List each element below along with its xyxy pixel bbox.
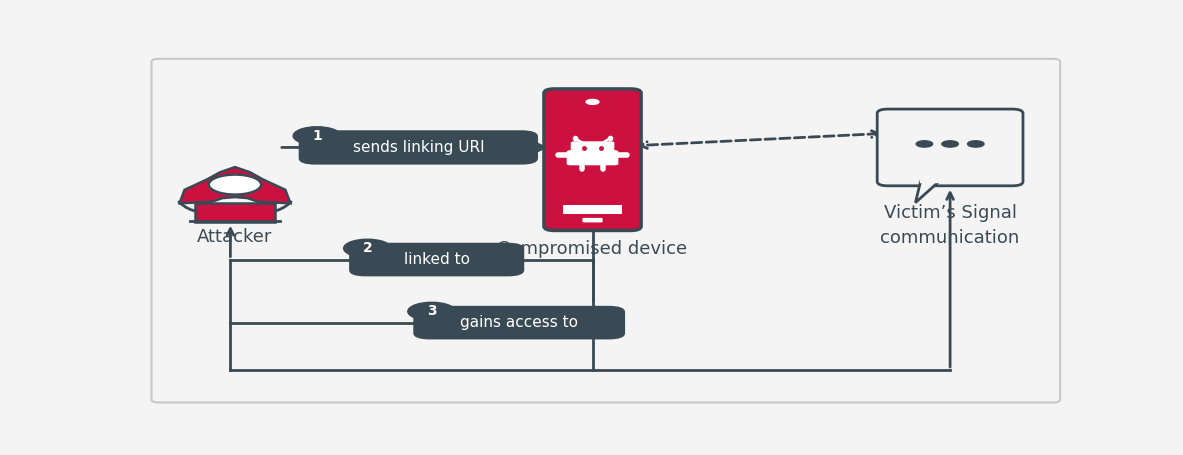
Circle shape	[343, 239, 392, 258]
Text: Attacker: Attacker	[198, 228, 272, 246]
Text: Compromised device: Compromised device	[498, 240, 687, 258]
Circle shape	[942, 141, 958, 147]
Circle shape	[968, 141, 984, 147]
Text: 3: 3	[427, 304, 437, 318]
Text: Victim’s Signal
communication: Victim’s Signal communication	[880, 204, 1020, 248]
Circle shape	[293, 127, 341, 145]
Circle shape	[586, 100, 599, 104]
Polygon shape	[180, 167, 291, 203]
FancyBboxPatch shape	[544, 89, 641, 231]
Circle shape	[408, 302, 455, 320]
FancyBboxPatch shape	[349, 243, 524, 276]
Circle shape	[916, 141, 932, 147]
FancyBboxPatch shape	[582, 218, 602, 222]
Text: gains access to: gains access to	[460, 315, 578, 330]
FancyBboxPatch shape	[298, 130, 538, 165]
Polygon shape	[916, 182, 939, 202]
FancyBboxPatch shape	[567, 150, 619, 165]
Text: sends linking URI: sends linking URI	[353, 140, 484, 155]
FancyBboxPatch shape	[563, 205, 622, 214]
FancyBboxPatch shape	[570, 142, 614, 152]
FancyBboxPatch shape	[413, 306, 625, 339]
Text: 2: 2	[362, 241, 373, 255]
FancyBboxPatch shape	[195, 202, 274, 222]
Circle shape	[208, 175, 261, 195]
Text: linked to: linked to	[403, 252, 470, 267]
Text: 1: 1	[312, 129, 322, 143]
FancyBboxPatch shape	[151, 59, 1060, 403]
FancyBboxPatch shape	[878, 109, 1023, 186]
